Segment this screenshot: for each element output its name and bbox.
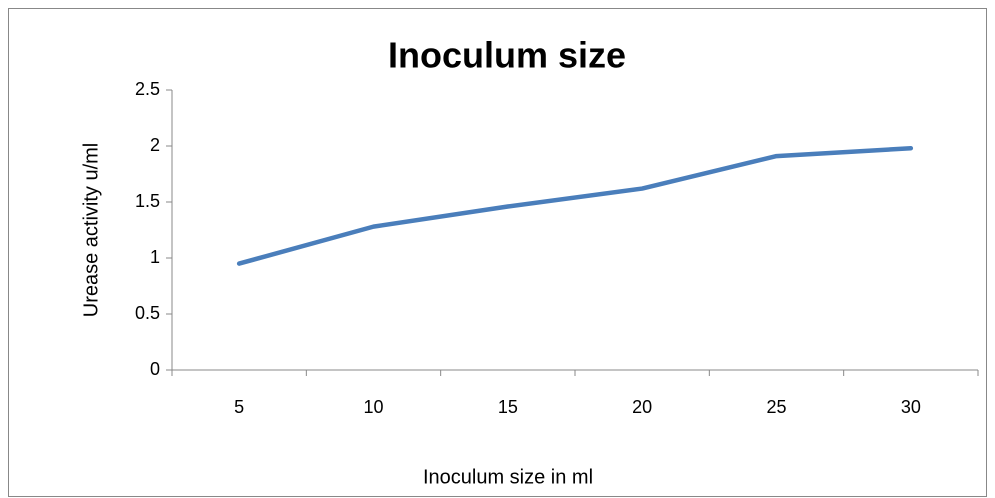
- x-axis-label: Inoculum size in ml: [423, 466, 593, 488]
- x-tick-label: 15: [498, 397, 518, 417]
- y-tick-label: 1: [150, 247, 160, 267]
- y-tick-label: 2: [150, 135, 160, 155]
- x-tick-label: 25: [766, 397, 786, 417]
- y-tick-label: 1.5: [135, 191, 160, 211]
- y-tick-label: 0: [150, 359, 160, 379]
- y-tick-label: 0.5: [135, 303, 160, 323]
- chart-title: Inoculum size: [388, 35, 626, 76]
- y-tick-label: 2.5: [135, 79, 160, 99]
- x-tick-label: 20: [632, 397, 652, 417]
- x-tick-label: 10: [363, 397, 383, 417]
- x-tick-label: 30: [901, 397, 921, 417]
- y-axis-label: Urease activity u/ml: [80, 143, 102, 318]
- data-line: [236, 145, 914, 266]
- x-tick-label: 5: [234, 397, 244, 417]
